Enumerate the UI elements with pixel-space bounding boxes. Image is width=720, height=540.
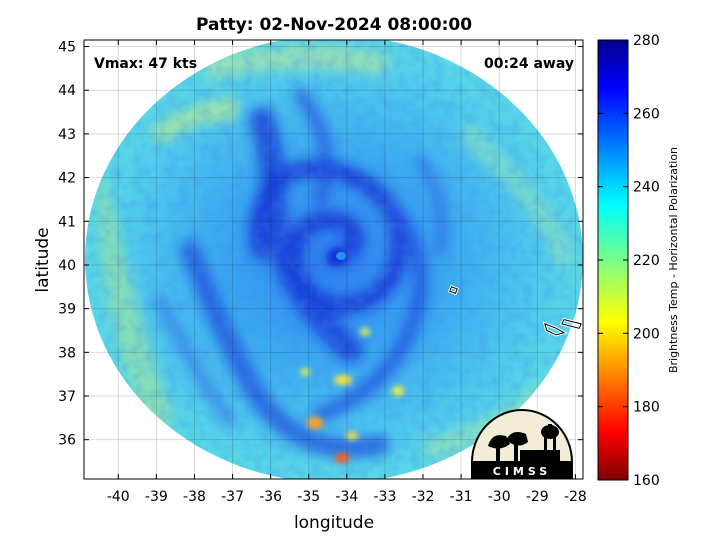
- x-axis: -40 -39 -38 -37 -36 -35 -34 -33 -32 -31 -30 -29 -28: [107, 40, 587, 505]
- y-axis-label: latitude: [33, 227, 53, 292]
- colorbar-tick-label: 160: [633, 473, 660, 489]
- y-axis: 36 37 38 39 40 41 42 43 44 45: [58, 40, 583, 449]
- coastline-sao-jorge: [561, 319, 582, 329]
- x-tick-label: -39: [145, 489, 168, 505]
- colorbar-ticks: 160 180 200 220 240 260 280: [598, 33, 660, 489]
- colorbar-tick-label: 280: [633, 33, 660, 49]
- y-tick-label: 41: [58, 214, 76, 230]
- x-tick-label: -32: [412, 489, 435, 505]
- coastlines: [447, 284, 584, 337]
- colorbar-tick-label: 240: [633, 180, 660, 196]
- x-tick-label: -40: [107, 489, 130, 505]
- cimss-logo: CIMSS: [471, 409, 573, 479]
- x-tick-label: -31: [450, 489, 473, 505]
- axes-frame: [83, 39, 584, 480]
- x-tick-label: -34: [335, 489, 358, 505]
- y-tick-label: 37: [58, 389, 76, 405]
- y-tick-label: 42: [58, 171, 76, 187]
- coastline-faial-pico: [544, 323, 566, 336]
- microwave-swath-image: [85, 40, 583, 479]
- y-tick-label: 38: [58, 345, 76, 361]
- x-tick-label: -29: [526, 489, 549, 505]
- y-tick-label: 36: [58, 433, 76, 449]
- x-axis-label: longitude: [294, 513, 374, 533]
- x-tick-label: -30: [488, 489, 511, 505]
- y-tick-label: 45: [58, 40, 76, 56]
- x-tick-label: -36: [259, 489, 282, 505]
- colorbar-label: Brightness Temp - Horizontal Polarizatio…: [667, 147, 680, 373]
- vmax-label: Vmax: 47 kts: [94, 56, 197, 72]
- logo-text: CIMSS: [493, 465, 551, 478]
- coastline-flores-corvo: [449, 286, 458, 295]
- colorbar-tick-label: 200: [633, 326, 660, 342]
- colorbar: 160 180 200 220 240 260 280 Brightness Temp - …: [597, 33, 680, 489]
- x-tick-label: -28: [564, 489, 587, 505]
- x-tick-label: -37: [221, 489, 244, 505]
- y-tick-label: 43: [58, 127, 76, 143]
- y-tick-label: 44: [58, 83, 76, 99]
- time-away-label: 00:24 away: [484, 56, 574, 72]
- x-tick-label: -35: [297, 489, 320, 505]
- x-tick-label: -38: [183, 489, 206, 505]
- y-tick-label: 40: [58, 258, 76, 274]
- colorbar-tick-label: 260: [633, 106, 660, 122]
- x-tick-label: -33: [373, 489, 396, 505]
- colorbar-tick-label: 180: [633, 400, 660, 416]
- colorbar-tick-label: 220: [633, 253, 660, 269]
- chart-title: Patty: 02-Nov-2024 08:00:00: [196, 15, 472, 35]
- y-tick-label: 39: [58, 302, 76, 318]
